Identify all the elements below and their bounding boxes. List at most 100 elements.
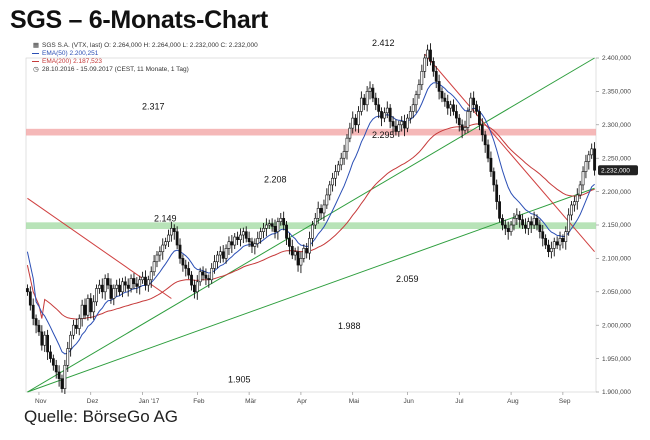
candle-body [475,104,478,112]
candle-body [383,112,386,119]
candle-body [518,214,522,220]
candle-body [581,171,585,186]
candle-body [547,244,550,253]
trend-line-red-right [424,53,595,253]
candle-body [276,221,280,232]
support-zone [26,222,596,230]
candle-body [322,204,326,214]
candle-body [233,236,237,246]
candle-body [567,214,571,232]
candle-body [264,224,268,229]
price-level-label: 2.412 [372,38,395,48]
candle-body [204,274,208,279]
candle-body [454,111,458,119]
y-tick-label: 2.100,000 [602,256,631,263]
candle-body [311,224,314,239]
candle-body [155,254,159,263]
candle-body [555,241,559,246]
ema200-line [26,123,595,320]
price-level-label: 1.905 [228,375,251,385]
candle-body [362,97,366,106]
y-tick-label: 2.300,000 [602,122,631,129]
candle-body [440,91,444,99]
candle-body [175,231,179,246]
y-tick-label: 1.900,000 [602,389,631,396]
candle-body [210,268,214,281]
candle-body [503,224,507,229]
price-level-label: 2.208 [264,174,287,184]
candle-body [515,214,519,219]
legend-ema200: EMA(200) 2.187,523 [32,58,102,66]
candle-body [561,238,565,243]
x-tick-label: Nov [35,398,47,405]
candle-body [509,224,513,232]
candle-body [262,228,265,232]
candle-body [135,283,139,287]
candle-body [227,241,231,249]
candle-body [498,201,501,219]
candle-body [149,271,153,281]
legend-ema50: EMA(50) 2.200,251 [32,50,98,58]
candle-body [132,278,136,285]
candle-body [126,284,130,289]
candle-body [299,258,303,266]
candle-body [112,288,116,299]
candle-body [95,288,98,303]
candle-body [529,221,533,226]
candle-body [31,304,35,319]
candle-body [198,271,202,283]
x-tick-label: Jul [455,398,464,405]
candle-body [193,284,196,293]
candle-body [411,104,415,112]
candle-body [144,276,147,286]
candle-body [109,284,113,299]
candle-body [359,97,363,112]
candle-body [483,134,487,146]
candle-body [316,208,320,219]
candle-body [575,194,579,202]
candle-body [460,124,464,131]
x-tick-label: Dez [87,398,99,405]
candle-body [423,57,427,72]
candle-body [313,218,317,226]
candle-body [437,81,441,92]
candle-body [406,117,409,129]
candle-body [544,238,548,246]
resistance-zone [26,128,596,136]
candle-body [167,234,170,243]
candle-body [230,241,234,246]
candle-body [357,111,360,126]
candle-body [501,218,504,226]
candle-body [334,171,337,179]
candle-body [51,358,55,366]
candle-body [348,127,352,139]
price-level-label: 1.988 [338,321,361,331]
candle-body [293,251,297,256]
x-tick-label: Mai [349,398,359,405]
candle-body [46,334,49,353]
candle-body [66,348,70,366]
candle-body [521,219,524,226]
candle-body [302,248,306,259]
candle-body [241,231,245,236]
candle-body [115,284,119,289]
candle-body [296,251,300,266]
candle-body [371,87,375,99]
candle-body [207,278,211,281]
candle-body [267,223,271,226]
candle-body [397,124,401,132]
candle-body [169,228,173,236]
candle-body [495,184,499,202]
candle-body [141,276,144,281]
candle-body [77,318,81,329]
legend-ohlc-text: SGS S.A. (VTX, last) O: 2.264,000 H: 2.2… [42,42,258,49]
candle-body [187,268,191,276]
candle-body [43,334,47,346]
candle-body [486,144,490,159]
candle-body [351,117,355,129]
candle-body [400,121,404,126]
candle-body [380,111,383,119]
legend-ema50-text: EMA(50) 2.200,251 [42,50,99,57]
y-tick-label: 2.400,000 [602,55,631,62]
